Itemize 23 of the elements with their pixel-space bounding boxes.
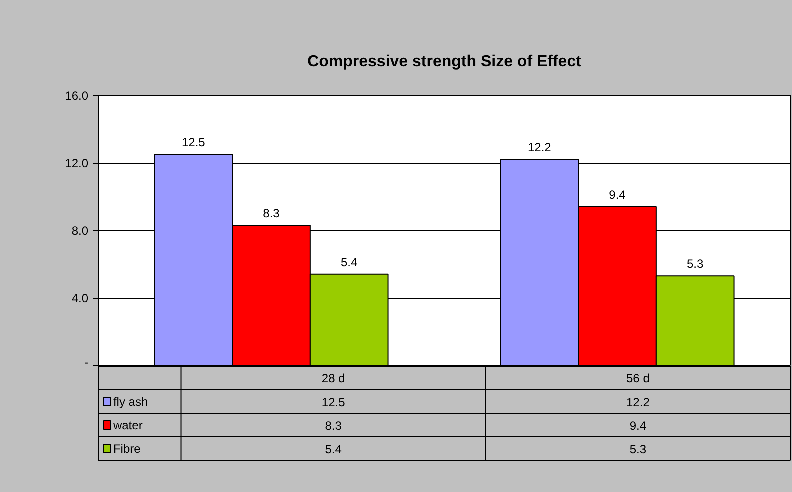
data-label: 9.4	[609, 188, 626, 202]
legend-label: fly ash	[113, 394, 148, 409]
legend-label: water	[112, 418, 143, 432]
x-tick-label: 28 d	[322, 371, 346, 386]
y-tick-label: -	[84, 356, 89, 370]
y-tick-label: 8.0	[72, 224, 89, 238]
data-label: 5.4	[341, 255, 358, 270]
data-label: 5.3	[687, 257, 704, 272]
y-tick-label: 12.0	[65, 156, 89, 170]
text: 8.3	[325, 418, 342, 433]
text: 5.3	[630, 442, 647, 456]
y-tick-label: 16.0	[65, 89, 89, 103]
data-label: 8.3	[263, 206, 280, 220]
text: 12.2	[626, 395, 650, 410]
chart-title: Compressive strength Size of Effect	[308, 54, 582, 70]
text: 9.4	[630, 418, 647, 433]
text: 12.5	[322, 395, 346, 410]
x-tick-label: 56 d	[626, 371, 650, 386]
data-label: 12.2	[528, 140, 552, 155]
y-tick-label: 4.0	[72, 292, 89, 306]
data-label: 12.5	[182, 136, 206, 150]
legend-label: Fibre	[113, 442, 142, 456]
text: 5.4	[325, 442, 342, 456]
